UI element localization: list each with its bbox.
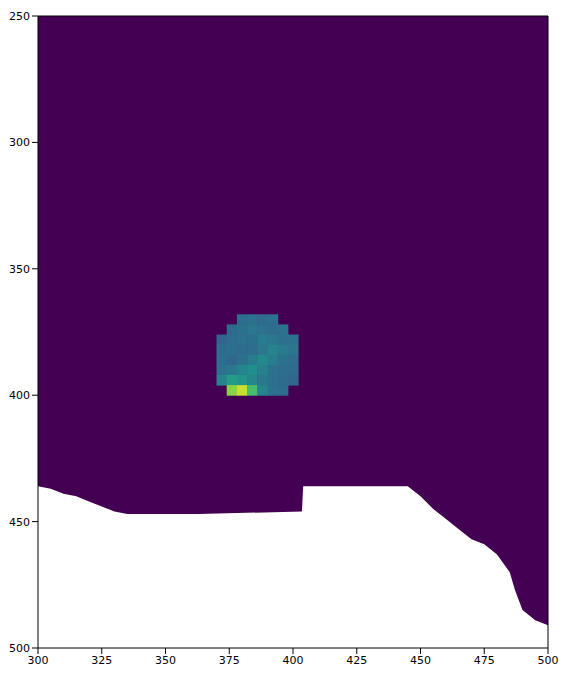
svg-text:500: 500 (9, 642, 30, 655)
svg-text:350: 350 (155, 654, 176, 667)
svg-text:400: 400 (9, 389, 30, 402)
svg-text:500: 500 (538, 654, 559, 667)
svg-text:425: 425 (346, 654, 367, 667)
svg-text:450: 450 (410, 654, 431, 667)
svg-text:400: 400 (283, 654, 304, 667)
svg-text:375: 375 (219, 654, 240, 667)
svg-text:475: 475 (474, 654, 495, 667)
svg-text:250: 250 (9, 10, 30, 23)
svg-text:300: 300 (9, 136, 30, 149)
svg-text:300: 300 (28, 654, 49, 667)
svg-text:450: 450 (9, 516, 30, 529)
svg-text:325: 325 (91, 654, 112, 667)
svg-text:350: 350 (9, 263, 30, 276)
